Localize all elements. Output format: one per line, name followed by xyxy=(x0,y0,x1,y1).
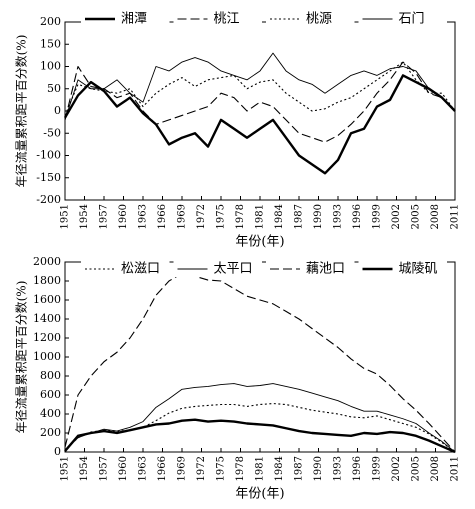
y-tick-label: 1400 xyxy=(33,312,61,325)
x-axis-label: 年份(年) xyxy=(235,235,284,250)
y-axis-label: 年径流量累积距平百分数(%) xyxy=(14,281,29,434)
y-tick-label: 1800 xyxy=(33,274,61,287)
series-line xyxy=(64,61,456,116)
x-tick-label: 1978 xyxy=(235,204,246,229)
legend-bg xyxy=(173,261,262,277)
x-tick-label: 1954 xyxy=(79,204,90,229)
y-axis-label: 年径流量累积距平百分数(%) xyxy=(14,35,29,188)
x-tick-label: 1981 xyxy=(255,456,266,481)
y-tick-label: 2000 xyxy=(33,255,61,268)
y-tick-label: 0 xyxy=(54,445,61,458)
y-tick-label: 400 xyxy=(40,407,61,420)
x-tick-label: 1951 xyxy=(60,456,71,481)
legend-bg xyxy=(358,11,447,27)
x-tick-label: 2008 xyxy=(430,204,441,229)
y-tick-label: 1200 xyxy=(33,331,61,344)
y-tick-label: 200 xyxy=(40,426,61,439)
legend-bg xyxy=(266,11,355,27)
x-tick-label: 1972 xyxy=(196,456,207,481)
legend-label: 石门 xyxy=(399,12,425,27)
x-tick-label: 1990 xyxy=(313,456,324,481)
y-tick-label: 0 xyxy=(54,104,61,117)
x-tick-label: 1996 xyxy=(352,456,363,481)
legend-label: 松滋口 xyxy=(121,262,160,277)
x-tick-label: 1990 xyxy=(313,204,324,229)
legend-bg xyxy=(266,261,355,277)
x-tick-label: 2002 xyxy=(391,456,402,481)
y-tick-label: 800 xyxy=(40,369,61,382)
y-tick-label: -150 xyxy=(36,171,61,184)
y-tick-label: 1000 xyxy=(33,350,61,363)
x-tick-label: 1963 xyxy=(138,456,149,481)
x-tick-label: 1987 xyxy=(294,456,305,481)
x-tick-label: 1957 xyxy=(99,204,110,229)
y-tick-label: 1600 xyxy=(33,293,61,306)
x-tick-label: 1969 xyxy=(177,456,188,481)
legend-label: 藕池口 xyxy=(306,262,345,277)
x-tick-label: 1966 xyxy=(157,204,168,229)
x-tick-label: 1960 xyxy=(118,204,129,229)
x-tick-label: 1975 xyxy=(216,204,227,229)
x-tick-label: 1951 xyxy=(60,204,71,229)
x-tick-label: 1981 xyxy=(255,204,266,229)
x-tick-label: 2005 xyxy=(411,456,422,481)
x-tick-label: 1966 xyxy=(157,456,168,481)
x-tick-label: 1999 xyxy=(372,456,383,481)
y-tick-label: -200 xyxy=(36,193,61,206)
x-tick-label: 1975 xyxy=(216,456,227,481)
legend-label: 湘潭 xyxy=(121,12,147,27)
series-line xyxy=(64,52,456,121)
y-tick-label: -100 xyxy=(36,149,61,162)
x-tick-label: 1993 xyxy=(333,456,344,481)
x-tick-label: 2011 xyxy=(450,204,461,229)
legend-bg xyxy=(173,11,262,27)
legend-label: 城陵矶 xyxy=(399,262,438,277)
x-tick-label: 1984 xyxy=(274,456,285,481)
y-tick-label: 200 xyxy=(40,15,61,28)
x-tick-label: 1969 xyxy=(177,204,188,229)
x-tick-label: 1954 xyxy=(79,456,90,481)
legend-bg xyxy=(81,261,170,277)
y-tick-label: 600 xyxy=(40,388,61,401)
legend-label: 桃源 xyxy=(306,12,332,27)
x-tick-label: 2002 xyxy=(391,204,402,229)
x-tick-label: 1963 xyxy=(138,204,149,229)
x-tick-label: 2008 xyxy=(430,456,441,481)
x-axis-label: 年份(年) xyxy=(235,487,284,502)
legend-label: 桃江 xyxy=(214,12,240,27)
x-tick-label: 1957 xyxy=(99,456,110,481)
x-tick-label: 2011 xyxy=(450,456,461,481)
x-tick-label: 1987 xyxy=(294,204,305,229)
series-line xyxy=(64,272,456,453)
x-tick-label: 1960 xyxy=(118,456,129,481)
x-tick-label: 1978 xyxy=(235,456,246,481)
series-line xyxy=(63,74,456,175)
x-tick-label: 2005 xyxy=(411,204,422,229)
y-tick-label: 150 xyxy=(40,37,61,50)
series-line xyxy=(64,418,456,454)
x-tick-label: 1996 xyxy=(352,204,363,229)
y-tick-label: 100 xyxy=(40,60,61,73)
x-tick-label: 1993 xyxy=(333,204,344,229)
legend-bg xyxy=(81,11,170,27)
plot-frame xyxy=(64,21,456,201)
series-line xyxy=(64,403,456,453)
legend-bg xyxy=(358,261,447,277)
series-line xyxy=(64,383,456,453)
x-tick-label: 1999 xyxy=(372,204,383,229)
legend-label: 太平口 xyxy=(214,262,253,277)
y-tick-label: -50 xyxy=(43,126,61,139)
x-tick-label: 1984 xyxy=(274,204,285,229)
x-tick-label: 1972 xyxy=(196,204,207,229)
y-tick-label: 50 xyxy=(47,82,61,95)
